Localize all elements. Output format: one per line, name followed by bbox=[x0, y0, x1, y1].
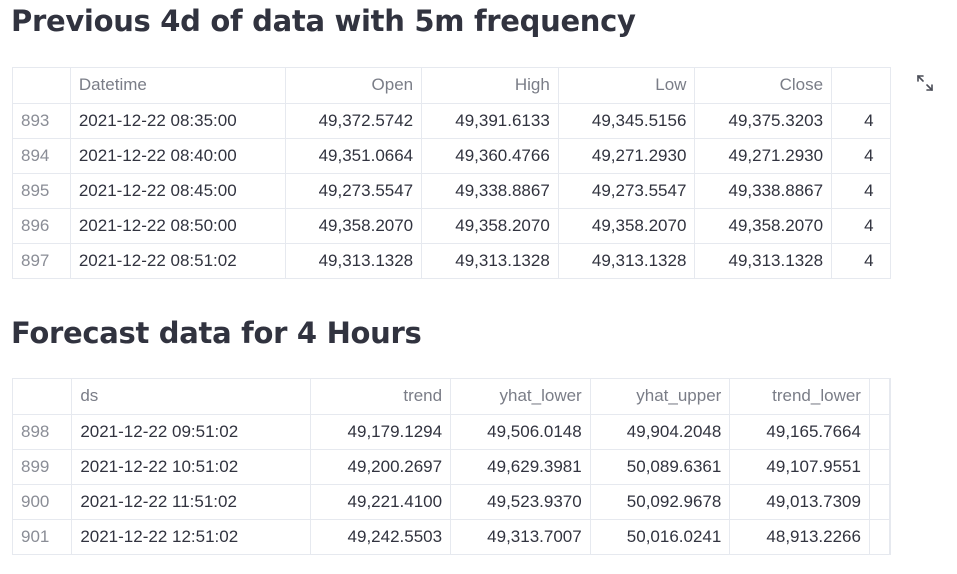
high-cell[interactable]: 49,360.4766 bbox=[421, 138, 559, 174]
trend-cell[interactable]: 49,179.1294 bbox=[310, 414, 452, 450]
open-column-header[interactable]: Open bbox=[285, 68, 423, 104]
datetime-column-header[interactable]: Datetime bbox=[70, 68, 286, 104]
table-header-row: Datetime Open High Low Close bbox=[13, 68, 891, 104]
open-cell[interactable]: 49,358.2070 bbox=[285, 208, 423, 244]
datetime-cell[interactable]: 2021-12-22 08:35:00 bbox=[70, 103, 286, 139]
section-title-forecast-data: Forecast data for 4 Hours bbox=[11, 316, 422, 350]
yhat-lower-cell[interactable]: 49,313.7007 bbox=[450, 519, 591, 554]
row-index-cell: 894 bbox=[13, 138, 71, 174]
fullscreen-expand-button[interactable] bbox=[914, 72, 936, 94]
clipped-cell[interactable]: 4 bbox=[831, 103, 891, 139]
row-index-cell: 893 bbox=[13, 103, 71, 139]
open-cell[interactable]: 49,372.5742 bbox=[285, 103, 423, 139]
table-row[interactable]: 901 2021-12-22 12:51:02 49,242.5503 49,313.… bbox=[13, 519, 890, 554]
row-index-cell: 897 bbox=[13, 243, 71, 278]
table-row[interactable]: 897 2021-12-22 08:51:02 49,313.1328 49,313.… bbox=[13, 243, 891, 278]
low-cell[interactable]: 49,345.5156 bbox=[558, 103, 696, 139]
yhat-upper-cell[interactable]: 50,016.0241 bbox=[590, 519, 731, 554]
ds-cell[interactable]: 2021-12-22 10:51:02 bbox=[71, 449, 312, 485]
table-row[interactable]: 899 2021-12-22 10:51:02 49,200.2697 49,629.… bbox=[13, 449, 890, 485]
ds-cell[interactable]: 2021-12-22 11:51:02 bbox=[71, 484, 312, 520]
yhat-upper-cell[interactable]: 50,089.6361 bbox=[590, 449, 731, 485]
trend-cell[interactable]: 49,200.2697 bbox=[310, 449, 452, 485]
datetime-cell[interactable]: 2021-12-22 08:45:00 bbox=[70, 173, 286, 209]
trend-lower-cell[interactable]: 48,913.2266 bbox=[729, 519, 870, 554]
open-cell[interactable]: 49,313.1328 bbox=[285, 243, 423, 278]
close-cell[interactable]: 49,313.1328 bbox=[694, 243, 833, 278]
row-index-cell: 895 bbox=[13, 173, 71, 209]
index-column-header bbox=[13, 379, 73, 415]
yhat-lower-cell[interactable]: 49,523.9370 bbox=[450, 484, 591, 520]
table-row[interactable]: 896 2021-12-22 08:50:00 49,358.2070 49,358.… bbox=[13, 208, 891, 244]
clipped-cell bbox=[869, 484, 890, 520]
yhat-upper-cell[interactable]: 49,904.2048 bbox=[590, 414, 731, 450]
trend-lower-cell[interactable]: 49,107.9551 bbox=[729, 449, 870, 485]
ds-cell[interactable]: 2021-12-22 12:51:02 bbox=[71, 519, 312, 554]
index-column-header bbox=[13, 68, 71, 104]
yhat-lower-cell[interactable]: 49,506.0148 bbox=[450, 414, 591, 450]
trend-cell[interactable]: 49,221.4100 bbox=[310, 484, 452, 520]
row-index-cell: 898 bbox=[13, 414, 73, 450]
open-cell[interactable]: 49,351.0664 bbox=[285, 138, 423, 174]
clipped-column-header[interactable] bbox=[831, 68, 891, 104]
trend-lower-cell[interactable]: 49,013.7309 bbox=[729, 484, 870, 520]
low-cell[interactable]: 49,313.1328 bbox=[558, 243, 696, 278]
datetime-cell[interactable]: 2021-12-22 08:40:00 bbox=[70, 138, 286, 174]
clipped-column-header[interactable] bbox=[869, 379, 890, 415]
high-cell[interactable]: 49,338.8867 bbox=[421, 173, 559, 209]
ds-cell[interactable]: 2021-12-22 09:51:02 bbox=[71, 414, 312, 450]
low-cell[interactable]: 49,271.2930 bbox=[558, 138, 696, 174]
trend-cell[interactable]: 49,242.5503 bbox=[310, 519, 452, 554]
clipped-cell bbox=[869, 449, 890, 485]
clipped-cell[interactable]: 4 bbox=[831, 208, 891, 244]
yhat-lower-cell[interactable]: 49,629.3981 bbox=[450, 449, 591, 485]
trend-lower-column-header[interactable]: trend_lower bbox=[729, 379, 870, 415]
clipped-cell bbox=[869, 414, 890, 450]
high-cell[interactable]: 49,358.2070 bbox=[421, 208, 559, 244]
row-index-cell: 899 bbox=[13, 449, 73, 485]
clipped-cell bbox=[869, 519, 890, 554]
clipped-cell[interactable]: 4 bbox=[831, 243, 891, 278]
table-row[interactable]: 893 2021-12-22 08:35:00 49,372.5742 49,391.… bbox=[13, 103, 891, 139]
row-index-cell: 896 bbox=[13, 208, 71, 244]
forecast-data-table[interactable]: ds trend yhat_lower yhat_upper trend_low… bbox=[12, 378, 891, 555]
yhat-lower-column-header[interactable]: yhat_lower bbox=[450, 379, 591, 415]
row-index-cell: 901 bbox=[13, 519, 73, 554]
close-cell[interactable]: 49,358.2070 bbox=[694, 208, 833, 244]
datetime-cell[interactable]: 2021-12-22 08:51:02 bbox=[70, 243, 286, 278]
section-title-previous-data: Previous 4d of data with 5m frequency bbox=[11, 4, 636, 38]
close-cell[interactable]: 49,375.3203 bbox=[694, 103, 833, 139]
table-row[interactable]: 900 2021-12-22 11:51:02 49,221.4100 49,523.… bbox=[13, 484, 890, 520]
clipped-cell[interactable]: 4 bbox=[831, 173, 891, 209]
clipped-cell[interactable]: 4 bbox=[831, 138, 891, 174]
table-row[interactable]: 894 2021-12-22 08:40:00 49,351.0664 49,360.… bbox=[13, 138, 891, 174]
ds-column-header[interactable]: ds bbox=[71, 379, 312, 415]
fullscreen-expand-icon bbox=[917, 75, 933, 91]
table-row[interactable]: 895 2021-12-22 08:45:00 49,273.5547 49,338.… bbox=[13, 173, 891, 209]
table-row[interactable]: 898 2021-12-22 09:51:02 49,179.1294 49,506.… bbox=[13, 414, 890, 450]
low-cell[interactable]: 49,358.2070 bbox=[558, 208, 696, 244]
high-cell[interactable]: 49,391.6133 bbox=[421, 103, 559, 139]
low-cell[interactable]: 49,273.5547 bbox=[558, 173, 696, 209]
low-column-header[interactable]: Low bbox=[558, 68, 696, 104]
trend-column-header[interactable]: trend bbox=[310, 379, 452, 415]
close-cell[interactable]: 49,338.8867 bbox=[694, 173, 833, 209]
previous-data-table[interactable]: Datetime Open High Low Close 893 2021-12-… bbox=[12, 67, 891, 279]
close-cell[interactable]: 49,271.2930 bbox=[694, 138, 833, 174]
open-cell[interactable]: 49,273.5547 bbox=[285, 173, 423, 209]
yhat-upper-column-header[interactable]: yhat_upper bbox=[590, 379, 731, 415]
datetime-cell[interactable]: 2021-12-22 08:50:00 bbox=[70, 208, 286, 244]
high-cell[interactable]: 49,313.1328 bbox=[421, 243, 559, 278]
table-header-row: ds trend yhat_lower yhat_upper trend_low… bbox=[13, 379, 890, 415]
close-column-header[interactable]: Close bbox=[694, 68, 833, 104]
trend-lower-cell[interactable]: 49,165.7664 bbox=[729, 414, 870, 450]
row-index-cell: 900 bbox=[13, 484, 73, 520]
yhat-upper-cell[interactable]: 50,092.9678 bbox=[590, 484, 731, 520]
high-column-header[interactable]: High bbox=[421, 68, 559, 104]
